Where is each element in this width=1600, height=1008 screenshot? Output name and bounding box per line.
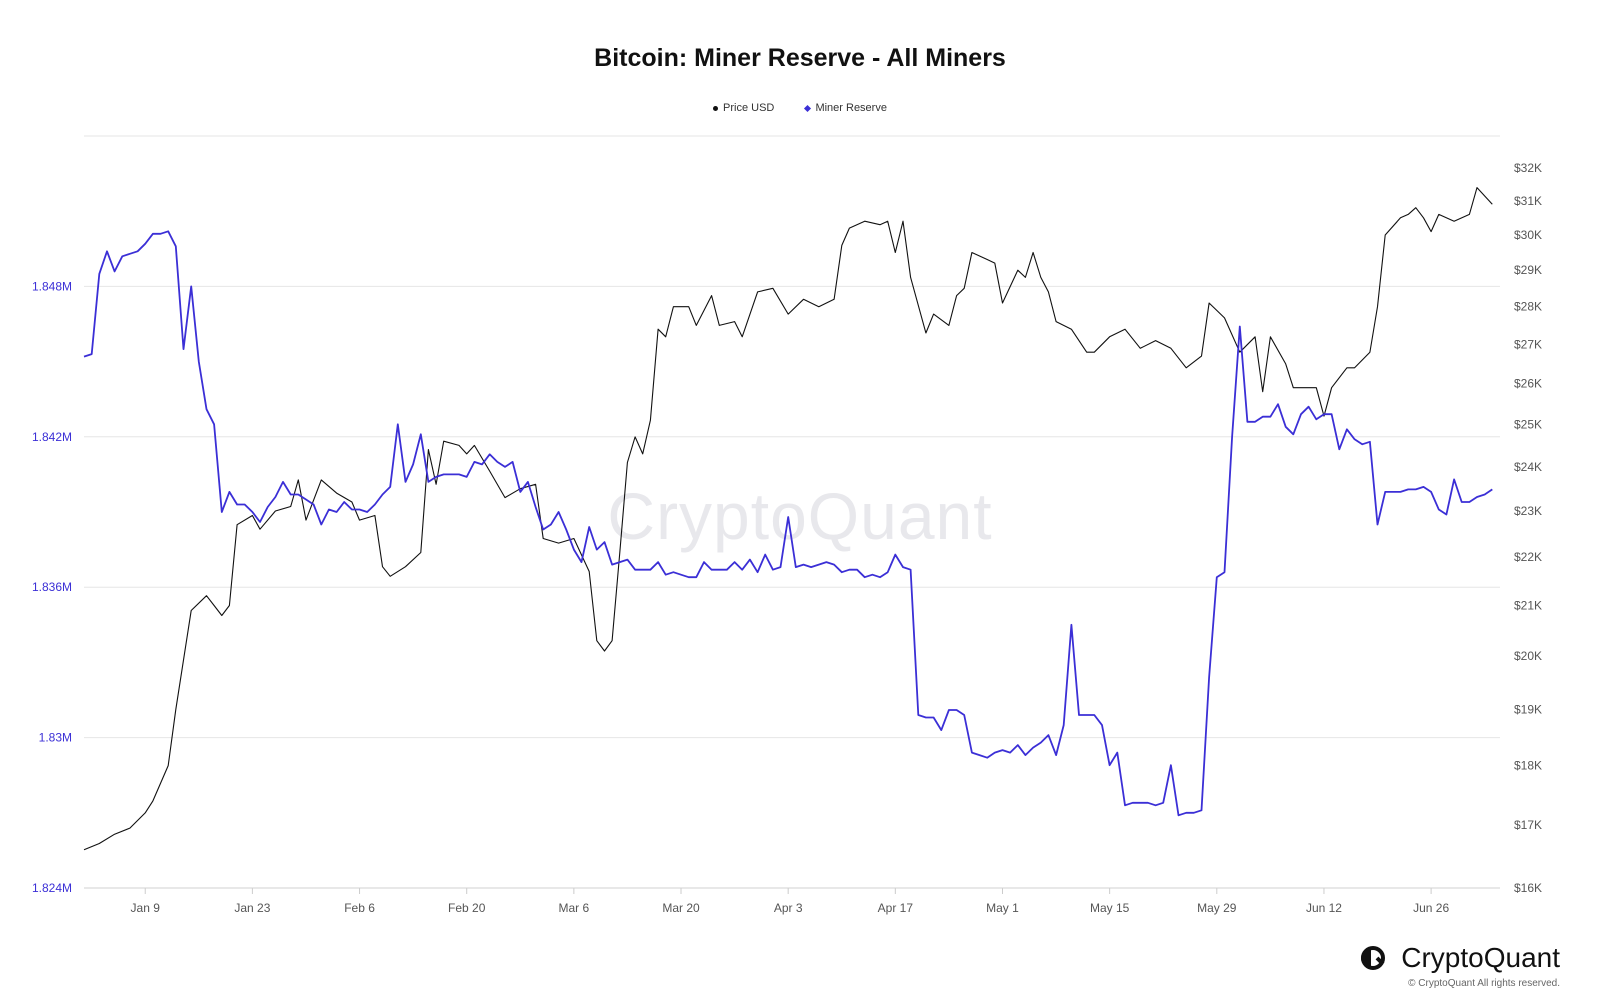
copyright-text: © CryptoQuant All rights reserved. [1408,978,1560,989]
x-axis-tick-label: Jan 23 [234,901,270,915]
right-axis-tick-label: $21K [1514,599,1542,613]
right-axis-tick-label: $16K [1514,881,1542,895]
x-axis-tick-label: May 15 [1090,901,1130,915]
right-axis-tick-label: $19K [1514,702,1542,716]
right-axis-tick-label: $29K [1514,263,1542,277]
x-axis-tick-label: Mar 6 [559,901,590,915]
x-axis-tick-label: Jun 26 [1413,901,1449,915]
watermark: CryptoQuant [607,479,993,553]
legend-dot-icon [713,105,719,111]
x-axis-tick-label: Jan 9 [131,901,161,915]
right-axis-tick-label: $26K [1514,377,1542,391]
left-axis-tick-label: 1.83M [39,731,72,745]
legend: Price USD Miner Reserve [0,102,1600,114]
x-axis-tick-label: Apr 3 [774,901,803,915]
right-axis-tick-label: $17K [1514,818,1542,832]
left-axis-tick-label: 1.824M [32,881,72,895]
x-axis-tick-label: Jun 12 [1306,901,1342,915]
right-axis-tick-label: $31K [1514,194,1542,208]
right-axis-tick-label: $24K [1514,460,1542,474]
right-axis-tick-label: $22K [1514,550,1542,564]
right-axis-tick-label: $27K [1514,337,1542,351]
right-axis-tick-label: $23K [1514,504,1542,518]
x-axis-tick-label: Apr 17 [878,901,914,915]
x-axis-tick-label: Mar 20 [662,901,700,915]
legend-item-miner-reserve[interactable]: Miner Reserve [804,102,887,114]
legend-label-miner-reserve: Miner Reserve [815,102,887,114]
right-axis-tick-label: $30K [1514,228,1542,242]
x-axis-tick-label: Feb 6 [344,901,375,915]
left-axis-tick-label: 1.836M [32,580,72,594]
right-axis-tick-label: $20K [1514,649,1542,663]
price-usd-line [83,187,1493,851]
right-axis-tick-label: $28K [1514,300,1542,314]
chart-title: Bitcoin: Miner Reserve - All Miners [594,44,1006,72]
left-axis-tick-label: 1.842M [32,430,72,444]
right-axis-tick-label: $32K [1514,161,1542,175]
left-axis-tick-label: 1.848M [32,279,72,293]
cryptoquant-logo-icon [1361,946,1386,970]
legend-label-price: Price USD [723,102,775,114]
x-axis-tick-label: May 1 [986,901,1019,915]
brand-logo: CryptoQuant [1359,942,1560,974]
x-axis-tick-label: May 29 [1197,901,1237,915]
right-axis-tick-label: $25K [1514,417,1542,431]
legend-item-price[interactable]: Price USD [713,102,774,114]
brand-name: CryptoQuant [1401,942,1560,973]
miner-reserve-line [83,230,1493,817]
right-axis-tick-label: $18K [1514,759,1542,773]
x-axis-tick-label: Feb 20 [448,901,486,915]
